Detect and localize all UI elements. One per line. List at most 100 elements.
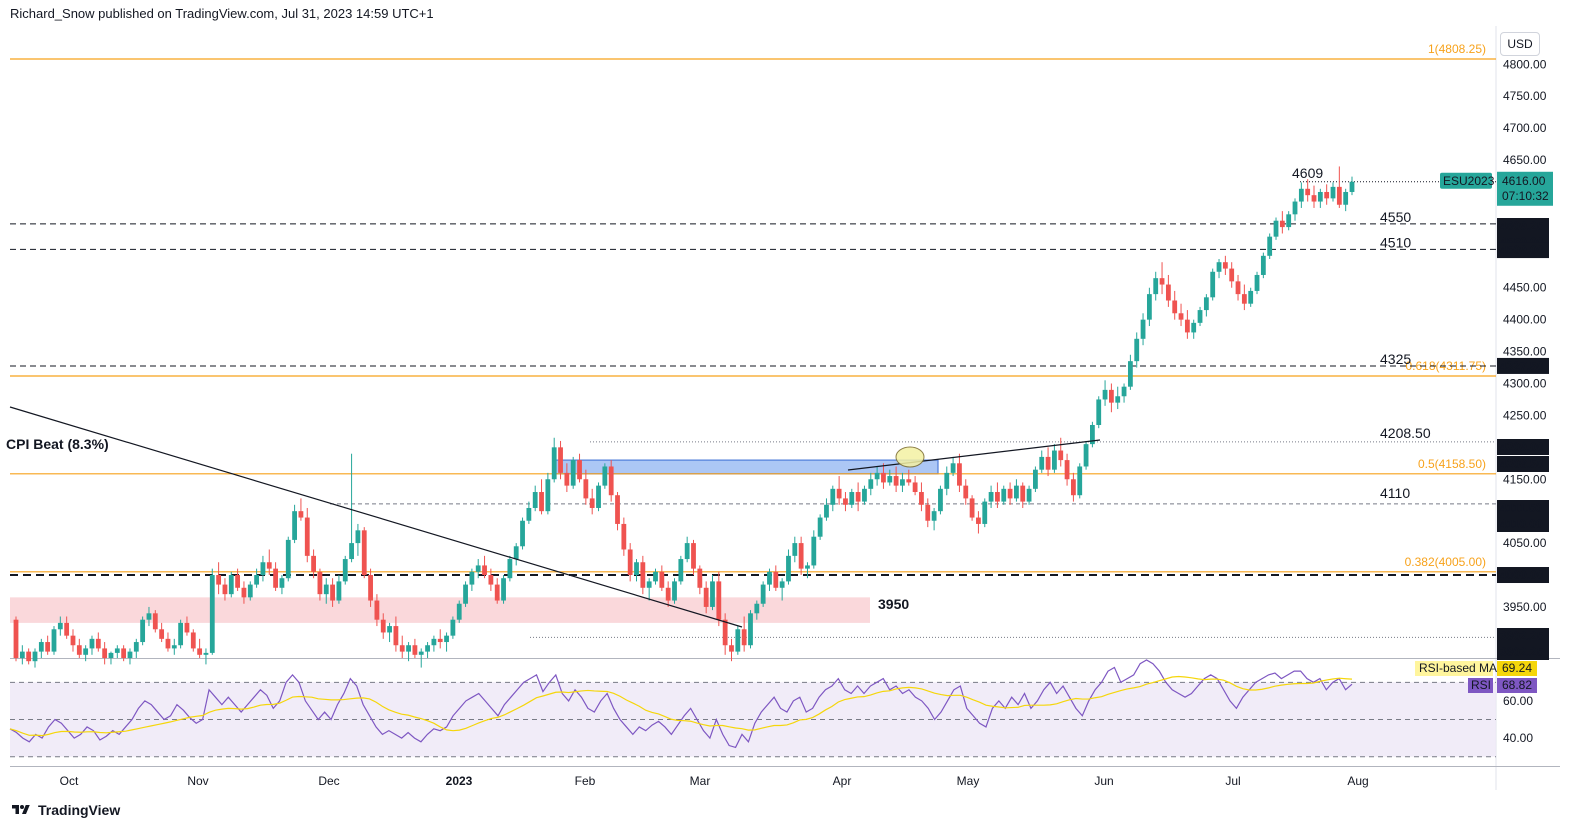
candle (133, 638, 139, 658)
candle (589, 488, 595, 515)
candle (1216, 259, 1222, 279)
candle-body (95, 638, 101, 649)
candle (235, 568, 241, 591)
candle (273, 562, 279, 591)
fib-label: 0.382(4005.00) (1405, 555, 1486, 569)
candle (748, 610, 753, 649)
candle-body (748, 613, 753, 646)
candle-body (412, 645, 418, 655)
candle (1210, 268, 1216, 301)
candle-body (374, 600, 380, 620)
candle (1014, 479, 1019, 502)
candle (89, 635, 95, 655)
candle-body (868, 479, 874, 489)
zone-3950-label: 3950 (878, 596, 909, 612)
candle-body (368, 575, 373, 601)
candle-body (203, 652, 209, 655)
candle (931, 507, 937, 531)
currency-button[interactable]: USD (1500, 32, 1540, 56)
candle-body (919, 492, 924, 505)
candle (412, 638, 418, 658)
candle (912, 476, 918, 496)
candle (222, 578, 228, 601)
candle-body (513, 546, 519, 560)
candle-body (665, 587, 671, 601)
candle-body (222, 584, 228, 595)
time-tick-label: Jun (1094, 774, 1113, 788)
candle (19, 645, 25, 665)
candle-body (931, 511, 937, 521)
candle (963, 479, 969, 505)
price-badge-text: 3902.25 (1500, 645, 1544, 659)
candle (868, 472, 874, 496)
candle-body (760, 584, 766, 604)
level-label: 4325 (1380, 351, 1411, 367)
candle (513, 543, 519, 566)
candle-body (969, 498, 975, 518)
candle (431, 635, 437, 652)
price-badge: 4111.50 (1497, 500, 1549, 516)
candle-body (127, 651, 133, 658)
price-badge-text: 4111.50 (1500, 501, 1542, 515)
candle (1007, 482, 1013, 505)
candle (127, 648, 133, 665)
candle (938, 485, 943, 515)
candle-body (900, 479, 905, 486)
candle-body (570, 460, 576, 486)
symbol-badge-bg (1440, 172, 1492, 189)
price-tick-label: 4250.00 (1503, 408, 1547, 422)
candle-body (108, 652, 114, 658)
candle (716, 571, 722, 627)
candle (779, 578, 785, 601)
candle (488, 568, 494, 591)
candle (950, 456, 956, 477)
price-badge: 4509.00 (1497, 242, 1549, 259)
candle (1349, 176, 1355, 196)
candle (254, 568, 260, 588)
candle (38, 638, 44, 658)
candle (602, 463, 608, 489)
candle-body (893, 476, 899, 486)
candle-body (539, 492, 544, 512)
price-tick-label: 4450.00 (1503, 281, 1547, 295)
candle-body (646, 581, 652, 588)
candle-body (779, 581, 785, 588)
candle (1108, 383, 1114, 413)
candle (944, 466, 950, 496)
candle (1343, 188, 1349, 212)
price-badge-bg (1497, 516, 1549, 532)
candle-body (982, 501, 988, 524)
candle-body (140, 619, 146, 643)
candle (684, 536, 690, 563)
candle (583, 469, 589, 505)
publisher-caption: Richard_Snow published on TradingView.co… (10, 6, 434, 21)
candle (849, 488, 855, 508)
candle (507, 555, 513, 582)
candle (1203, 294, 1209, 317)
candle-body (767, 571, 772, 585)
candle-body (1241, 294, 1247, 304)
candle (1058, 437, 1064, 467)
candle (1336, 166, 1342, 208)
candle-body (608, 466, 614, 496)
candle-body (1336, 186, 1342, 205)
price-badge-bg (1497, 628, 1549, 644)
candle-body (152, 613, 158, 630)
candle-body (89, 638, 95, 649)
candle-body (545, 479, 551, 512)
candle (773, 565, 779, 591)
candle-body (912, 482, 918, 493)
candle (1305, 179, 1311, 202)
price-badge-text: 4209.00 (1500, 440, 1544, 454)
candle-body (703, 587, 709, 607)
candle-body (26, 651, 32, 662)
tradingview-logo[interactable]: TradingView (10, 802, 120, 818)
candle-body (57, 622, 63, 630)
candle (906, 469, 912, 486)
candle (203, 648, 209, 665)
rsi-ma-label-bg (1415, 661, 1493, 676)
candle (475, 559, 481, 579)
price-badge-text: 4000.00 (1500, 568, 1544, 582)
